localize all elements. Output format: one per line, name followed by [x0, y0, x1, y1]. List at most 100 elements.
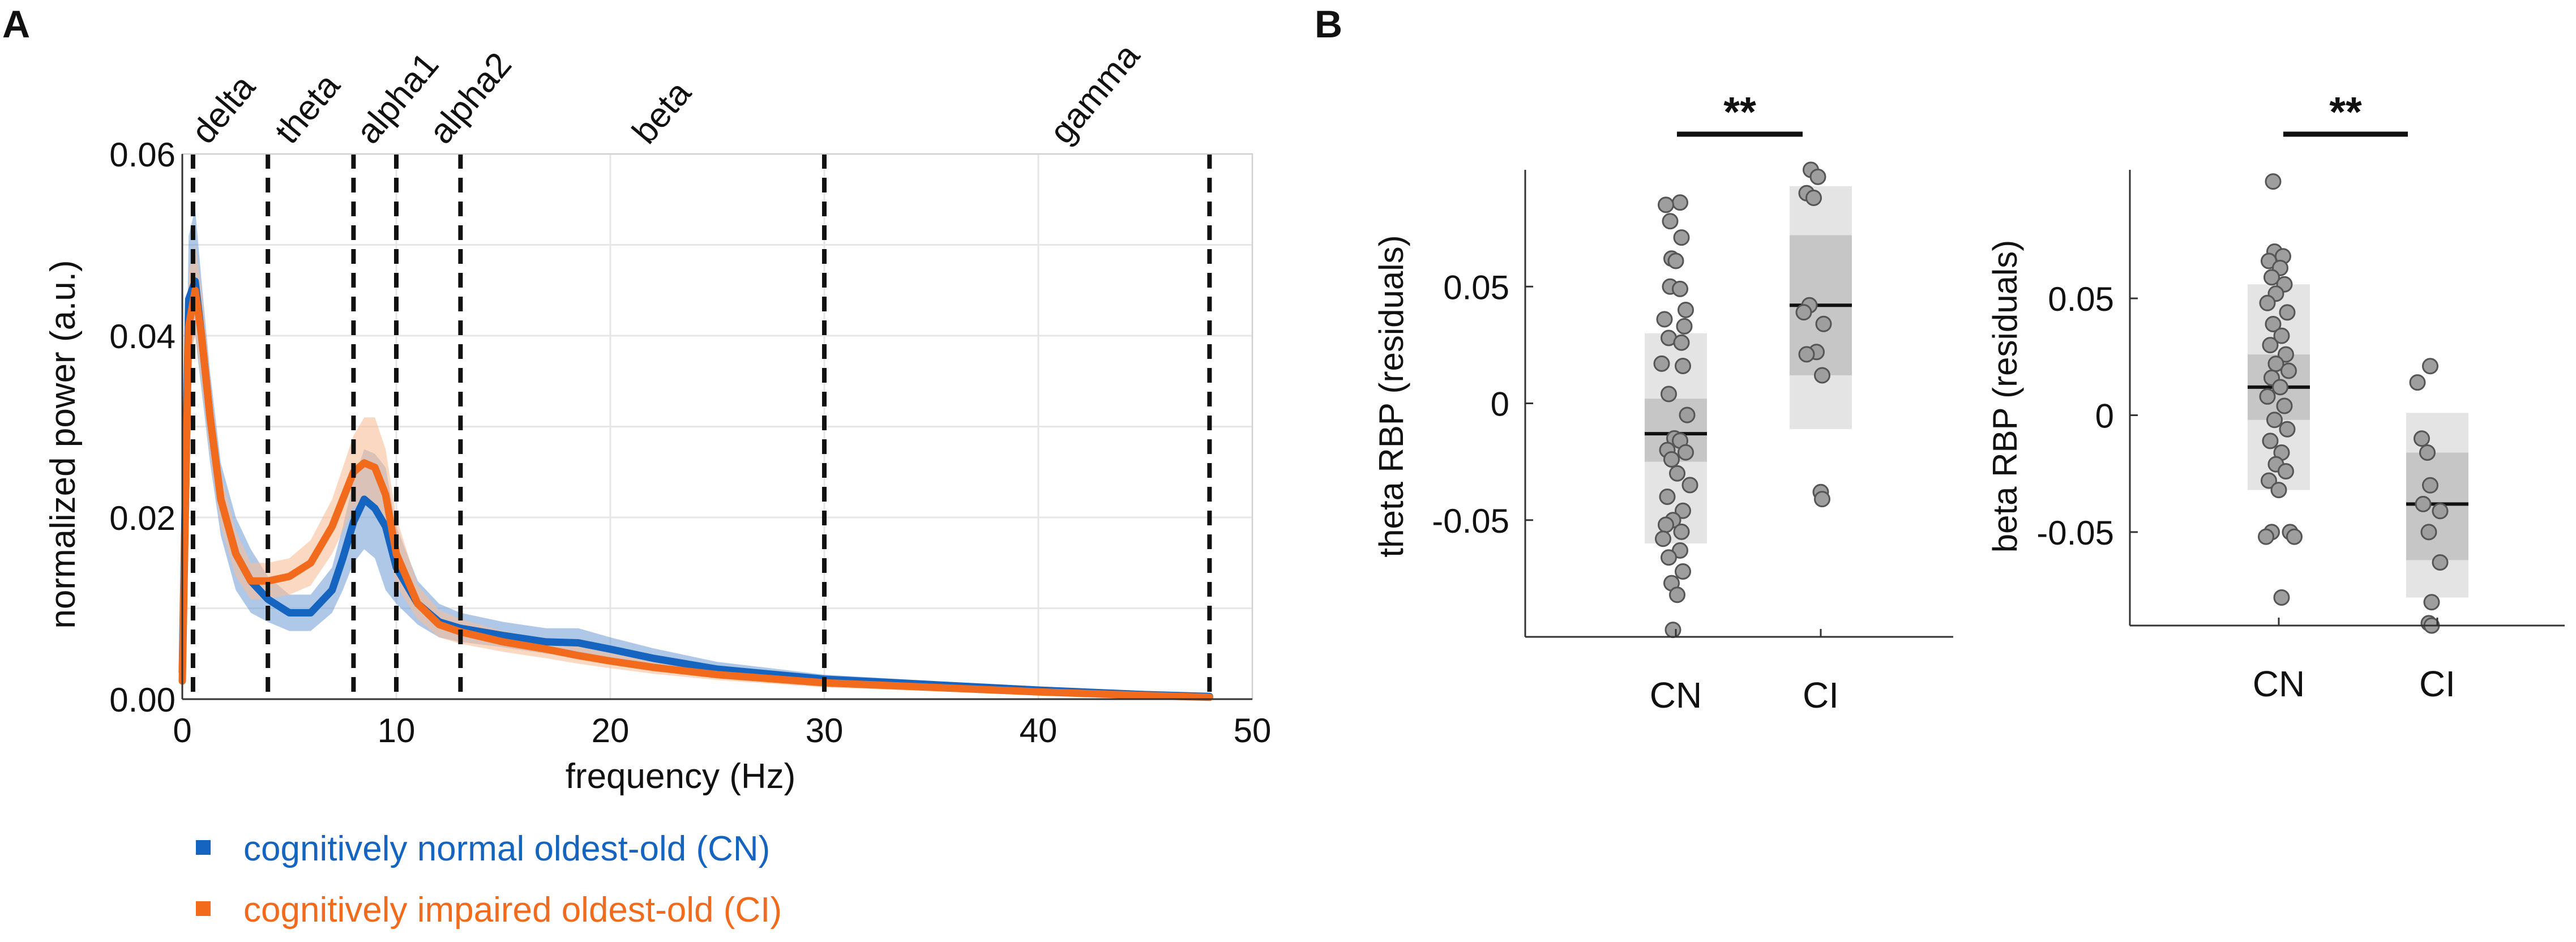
data-point-ci	[2422, 477, 2438, 494]
category-label-cn: CN	[2253, 663, 2305, 704]
data-point-cn	[1672, 280, 1688, 297]
spectrum-x-axis-label: frequency (Hz)	[566, 757, 796, 796]
data-point-cn	[2278, 463, 2294, 480]
data-point-cn	[2279, 421, 2296, 438]
x-tick-label: 40	[1020, 712, 1058, 750]
data-point-ci	[2432, 503, 2449, 520]
data-point-cn	[2286, 528, 2303, 545]
spectrum-axes	[181, 153, 1253, 700]
data-point-cn	[2258, 528, 2274, 545]
data-point-cn	[2270, 482, 2287, 499]
significance-marker: **	[1723, 88, 1756, 135]
data-point-cn	[1678, 302, 1694, 318]
panel-label-b: B	[1315, 3, 1342, 46]
data-point-cn	[1664, 622, 1681, 639]
data-point-ci	[2419, 444, 2436, 461]
data-point-cn	[1663, 451, 1680, 468]
data-point-cn	[1673, 523, 1690, 540]
data-point-cn	[2259, 388, 2276, 405]
data-point-cn	[1673, 334, 1690, 351]
data-point-cn	[1655, 530, 1671, 547]
data-point-cn	[1672, 194, 1688, 211]
beta-rbp-chart: CN CI -0.05 0 0.05 ** beta RBP (residuals)	[1986, 88, 2565, 704]
legend-item-cn: cognitively normal oldest-old (CN)	[196, 829, 770, 868]
legend-label-ci: cognitively impaired oldest-old (CI)	[243, 890, 782, 930]
data-point-cn	[1659, 489, 1676, 505]
data-point-ci	[2422, 358, 2438, 375]
data-point-cn	[1669, 465, 1685, 482]
data-point-ci	[2432, 554, 2449, 571]
x-tick-label: 0	[173, 712, 191, 750]
data-point-cn	[1675, 358, 1691, 374]
data-point-cn	[1661, 386, 1677, 403]
data-point-cn	[2265, 173, 2282, 190]
data-point-cn	[1678, 444, 1694, 461]
data-point-cn	[1658, 196, 1674, 213]
x-tick-label: 10	[378, 712, 416, 750]
y-tick-label: 0	[2095, 397, 2114, 435]
panel-label-a: A	[2, 3, 30, 46]
data-point-cn	[1675, 502, 1691, 519]
data-point-cn	[2273, 327, 2290, 344]
y-tick-label: 0.04	[109, 318, 176, 356]
data-point-cn	[1656, 311, 1673, 328]
data-point-ci	[2423, 594, 2440, 611]
data-point-cn	[1661, 549, 1677, 566]
data-point-cn	[1681, 477, 1698, 494]
spectrum-series-lines	[178, 277, 1213, 701]
data-point-ci	[1798, 346, 1815, 363]
data-point-cn	[1653, 355, 1670, 372]
data-point-cn	[2276, 397, 2293, 414]
data-point-ci	[1805, 190, 1822, 206]
band-boundary-lines	[190, 154, 1212, 699]
y-tick-label: -0.05	[1432, 502, 1509, 540]
data-point-cn	[1658, 516, 1674, 533]
y-tick-label: -0.05	[2036, 514, 2114, 552]
legend-item-ci: cognitively impaired oldest-old (CI)	[196, 890, 782, 930]
y-tick-label: 0.02	[109, 499, 176, 537]
spectrum-y-axis-label: normalized power (a.u.)	[44, 260, 83, 628]
spectrum-confidence-bands	[182, 208, 1210, 699]
data-point-ci	[2409, 374, 2426, 391]
beta-rbp-y-axis-label: beta RBP (residuals)	[1986, 240, 2024, 553]
significance-marker: **	[2329, 88, 2362, 135]
data-point-ci	[1795, 304, 1812, 321]
theta-rbp-plot: CN CI -0.05 0 0.05 **	[1432, 88, 1953, 716]
data-point-cn	[2259, 294, 2276, 311]
data-point-cn	[2262, 337, 2279, 354]
y-tick-label: 0.05	[1443, 268, 1509, 306]
theta-rbp-chart: CN CI -0.05 0 0.05 ** theta RBP (residuals)	[1372, 88, 1953, 716]
data-point-cn	[2262, 433, 2279, 449]
category-label-ci: CI	[2419, 663, 2455, 704]
data-point-cn	[2265, 315, 2282, 332]
y-tick-label: 0.00	[109, 681, 176, 719]
x-tick-label: 20	[592, 712, 630, 750]
x-tick-label: 30	[806, 712, 844, 750]
data-point-cn	[2273, 589, 2290, 606]
data-point-cn	[1667, 252, 1684, 269]
y-tick-label: 0.06	[109, 136, 176, 174]
confidence-band-ci	[182, 245, 1210, 699]
category-label-cn: CN	[1650, 675, 1702, 716]
series-line-ci	[178, 286, 1213, 701]
data-point-ci	[2414, 430, 2430, 447]
data-point-cn	[1662, 213, 1679, 230]
data-point-cn	[1675, 563, 1691, 580]
data-point-cn	[1669, 586, 1685, 603]
data-point-cn	[1679, 406, 1696, 423]
category-label-ci: CI	[1803, 675, 1839, 716]
spectrum-tick-labels: 0 10 20 30 40 50 0.00 0.02 0.04 0.06	[109, 136, 1271, 750]
y-tick-label: 0	[1491, 386, 1509, 423]
data-point-cn	[2261, 472, 2277, 489]
x-tick-label: 50	[1234, 712, 1272, 750]
theta-rbp-y-axis-label: theta RBP (residuals)	[1372, 235, 1410, 557]
y-tick-label: 0.05	[2048, 280, 2114, 318]
data-point-cn	[1673, 229, 1690, 246]
data-point-ci	[1809, 168, 1826, 185]
data-point-cn	[2266, 412, 2283, 429]
data-point-cn	[2272, 379, 2288, 396]
data-point-cn	[2280, 362, 2297, 379]
data-point-cn	[2279, 304, 2296, 321]
